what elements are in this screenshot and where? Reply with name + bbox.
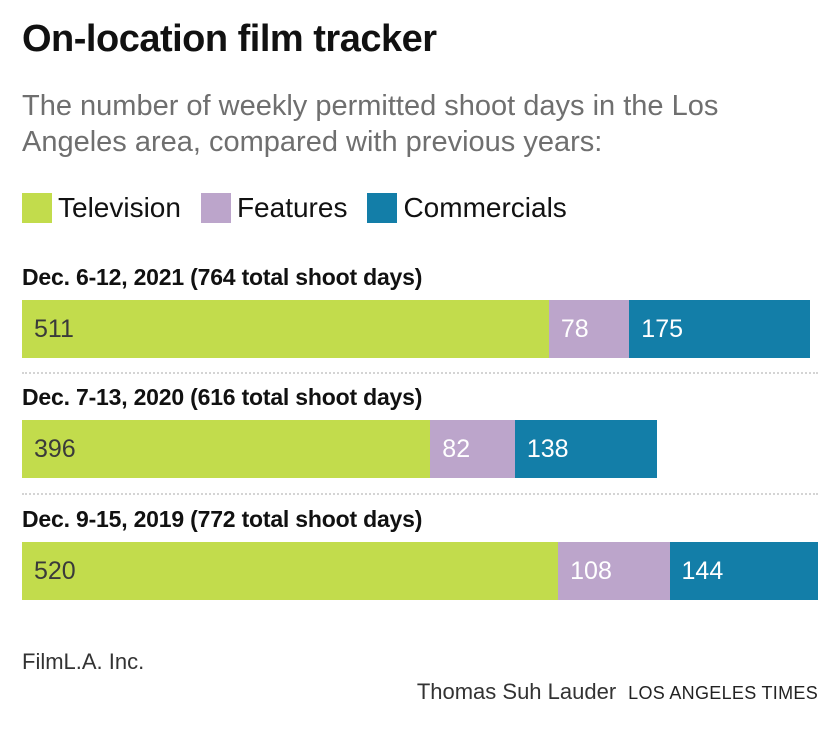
- bar-value-label: 520: [34, 557, 76, 585]
- divider: [22, 493, 818, 495]
- bar-segment-commercials: 138: [514, 420, 658, 478]
- bar-segment-features: 108: [558, 542, 670, 600]
- bar-value-label: 82: [442, 435, 471, 463]
- bar-group-label: Dec. 6-12, 2021 (764 total shoot days): [22, 264, 423, 290]
- bar-group-label: Dec. 7-13, 2020 (616 total shoot days): [22, 384, 423, 410]
- bar-segment-television: 511: [22, 300, 549, 358]
- chart-subtitle: The number of weekly permitted shoot day…: [22, 90, 719, 158]
- bar-group-2019: Dec. 9-15, 2019 (772 total shoot days) 5…: [22, 504, 818, 600]
- legend-item-commercials: Commercials: [367, 190, 567, 226]
- bar-segment-television: 520: [22, 542, 559, 600]
- bar-segment-commercials: 144: [669, 542, 818, 600]
- legend-item-television: Television: [22, 190, 181, 226]
- bar-value-label: 175: [641, 315, 684, 343]
- credit-author: Thomas Suh Lauder: [416, 679, 617, 704]
- bar-segment-features: 78: [548, 300, 630, 358]
- bar-group-2020: Dec. 7-13, 2020 (616 total shoot days) 3…: [22, 382, 818, 478]
- credit-organization: LOS ANGELES TIMES: [628, 683, 818, 703]
- stacked-bar: 520 108 144: [22, 542, 818, 600]
- bar-segment-commercials: 175: [629, 300, 810, 358]
- legend: Television Features Commercials: [22, 190, 587, 226]
- bar-value-label: 144: [681, 557, 724, 585]
- divider: [22, 372, 818, 374]
- legend-label-commercials: Commercials: [403, 192, 567, 223]
- legend-label-features: Features: [236, 192, 348, 223]
- bar-segment-features: 82: [430, 420, 515, 478]
- legend-label-television: Television: [58, 192, 181, 223]
- legend-item-features: Features: [200, 190, 348, 226]
- legend-swatch-television: [22, 193, 52, 223]
- bar-value-label: 511: [34, 315, 74, 343]
- source-note: FilmL.A. Inc.: [22, 649, 145, 674]
- stacked-bar: 396 82 138: [22, 420, 818, 478]
- stacked-bar: 511 78 175: [22, 300, 818, 358]
- bar-group-2021: Dec. 6-12, 2021 (764 total shoot days) 5…: [22, 262, 818, 358]
- bar-value-label: 108: [570, 557, 612, 585]
- bar-value-label: 396: [34, 435, 76, 463]
- bar-segment-television: 396: [22, 420, 431, 478]
- bar-value-label: 78: [560, 315, 589, 343]
- bar-value-label: 138: [526, 435, 569, 463]
- legend-swatch-commercials: [367, 193, 398, 223]
- bar-group-label: Dec. 9-15, 2019 (772 total shoot days): [22, 506, 423, 532]
- credit-line: Thomas Suh Lauder LOS ANGELES TIMES: [417, 678, 818, 707]
- legend-swatch-features: [200, 193, 231, 223]
- chart-title: On-location film tracker: [22, 18, 437, 60]
